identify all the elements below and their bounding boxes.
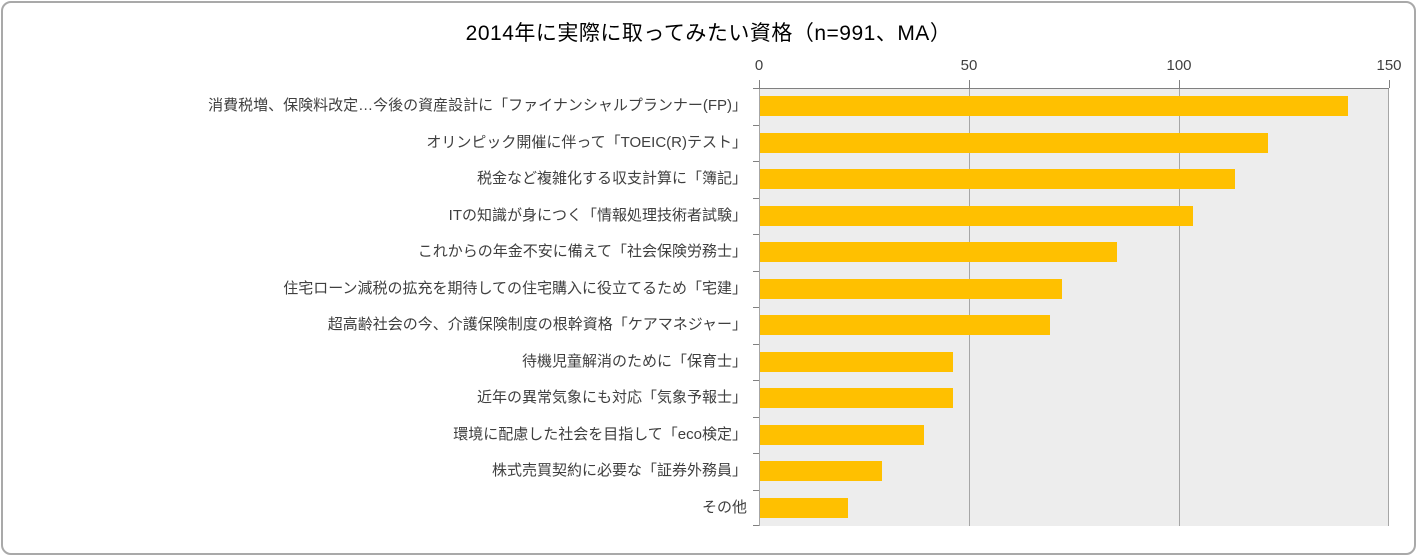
bar [760, 279, 1062, 299]
bar [760, 498, 848, 518]
bar [760, 461, 882, 481]
bar [760, 206, 1193, 226]
category-label: 税金など複雑化する収支計算に「簿記」 [476, 170, 747, 187]
category-label: 環境に配慮した社会を目指して「eco検定」 [453, 426, 747, 443]
y-axis-tick-mark [753, 344, 759, 345]
bar [760, 133, 1268, 153]
y-axis-tick-mark [753, 161, 759, 162]
gridline-100 [1179, 89, 1180, 526]
y-axis-tick-mark [753, 380, 759, 381]
category-label: これからの年金不安に備えて「社会保険労務士」 [417, 243, 747, 260]
x-axis-tick-mark [759, 80, 760, 88]
x-axis-tick-mark [1389, 80, 1390, 88]
y-axis-tick-mark [753, 125, 759, 126]
gridline-150 [1388, 89, 1389, 526]
bar [760, 388, 953, 408]
y-axis-tick-mark [753, 453, 759, 454]
y-axis-tick-mark [753, 417, 759, 418]
category-label: 近年の異常気象にも対応「気象予報士」 [476, 389, 747, 406]
plot-area [759, 88, 1389, 526]
y-axis-tick-mark [753, 525, 759, 526]
y-axis-tick-mark [753, 88, 759, 89]
y-axis-tick-mark [753, 198, 759, 199]
gridline-0 [759, 89, 760, 526]
gridline-50 [969, 89, 970, 526]
x-axis-tick-mark [1179, 80, 1180, 88]
x-axis-tick-label: 150 [1376, 57, 1402, 74]
bar [760, 169, 1235, 189]
bar [760, 352, 953, 372]
x-axis-tick-label: 0 [754, 57, 764, 74]
bar [760, 425, 924, 445]
category-label: ITの知識が身につく「情報処理技術者試験」 [448, 207, 747, 224]
bar [760, 242, 1117, 262]
category-label: その他 [701, 499, 747, 516]
chart-title: 2014年に実際に取ってみたい資格（n=991、MA） [465, 22, 952, 45]
x-axis-tick-label: 100 [1166, 57, 1192, 74]
category-label: 消費税増、保険料改定…今後の資産設計に「ファイナンシャルプランナー(FP)」 [208, 97, 747, 114]
y-axis-tick-mark [753, 490, 759, 491]
category-label: 超高齢社会の今、介護保険制度の根幹資格「ケアマネジャー」 [327, 316, 747, 333]
y-axis-tick-mark [753, 307, 759, 308]
x-axis-tick-label: 50 [960, 57, 978, 74]
x-axis-tick-mark [969, 80, 970, 88]
y-axis-tick-mark [753, 234, 759, 235]
category-label: オリンピック開催に伴って「TOEIC(R)テスト」 [426, 134, 747, 151]
bar [760, 315, 1050, 335]
bar [760, 96, 1348, 116]
category-label: 株式売買契約に必要な「証券外務員」 [491, 462, 747, 479]
category-label: 住宅ローン減税の拡充を期待しての住宅購入に役立てるため「宅建」 [283, 280, 747, 297]
y-axis-tick-mark [753, 271, 759, 272]
category-label: 待機児童解消のために「保育士」 [521, 353, 747, 370]
